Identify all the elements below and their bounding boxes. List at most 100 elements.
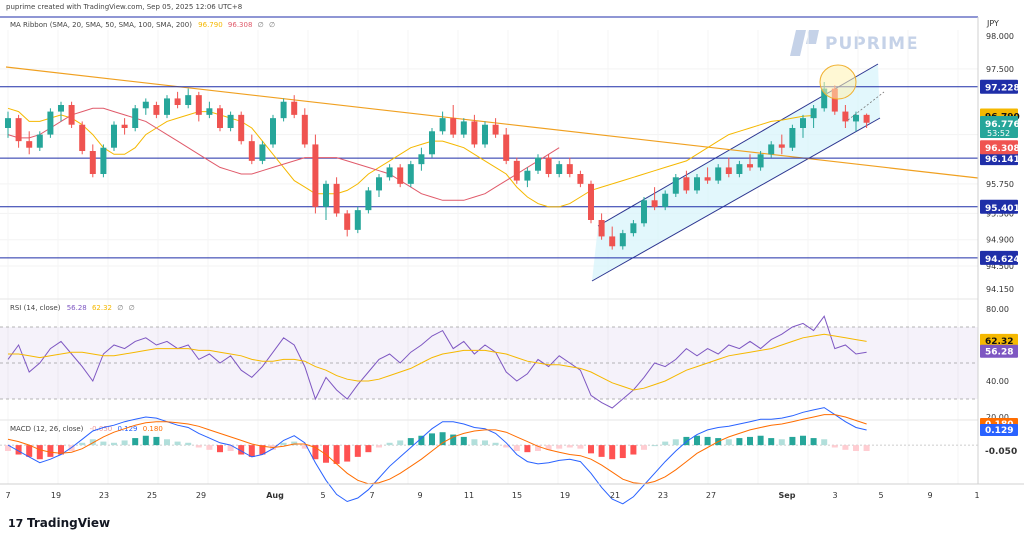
macd-hist-bar (821, 439, 828, 446)
x-tick-2: 23 (99, 491, 109, 500)
candle (853, 111, 859, 132)
macd-hist-bar (301, 445, 308, 449)
candle (619, 229, 626, 250)
x-tick-7: 7 (369, 491, 374, 500)
macd-hist-bar (47, 445, 54, 457)
level-tag-3 (980, 250, 1018, 265)
macd-hist-bar (757, 435, 764, 446)
macd-hist-bar (397, 440, 404, 446)
macd-hist-bar (831, 445, 838, 448)
macd-hist-bar (206, 445, 213, 450)
candle-body (800, 118, 806, 128)
candle (545, 154, 552, 178)
macd-hist-bar (153, 436, 160, 446)
candle-body (768, 144, 775, 155)
macd-hist-bar (36, 445, 43, 460)
candle (747, 154, 753, 171)
ma50-value: 96.308 (228, 21, 253, 29)
macd-hist-bar (79, 442, 86, 446)
macd-pane: 0.180 0.129 -0.050 (0, 407, 1018, 505)
macd-hist-bar (439, 432, 446, 446)
macd-label: MACD (12, 26, close) (10, 425, 84, 433)
macd-hist-bar (58, 445, 64, 455)
candle (651, 187, 658, 211)
candle-body (217, 108, 223, 128)
candle-body (736, 164, 743, 174)
candle (683, 170, 690, 194)
candle (810, 105, 817, 128)
created-by-text: puprime created with TradingView.com, Se… (6, 3, 242, 11)
candle-body (429, 131, 435, 155)
candle-body (535, 157, 541, 171)
level-tag-label-1: 96.141 (985, 155, 1020, 165)
macd-hist-bar (778, 439, 785, 446)
macd-hist-bar (736, 438, 743, 446)
candle (386, 164, 393, 181)
macd-hist-bar (630, 445, 637, 455)
logo-mark-left (790, 30, 806, 56)
macd-hist-bar (672, 439, 679, 446)
rsi-ma-value: 62.32 (92, 304, 112, 312)
macd-hist-bar (312, 445, 319, 460)
candle-body (609, 236, 616, 247)
macd-legend: MACD (12, 26, close) -0.050 0.129 0.180 (10, 425, 163, 433)
macd-hist-bar (89, 439, 96, 446)
candle-body (100, 147, 107, 174)
candle (89, 144, 96, 178)
candle (354, 206, 361, 234)
macd-hist-bar (217, 445, 223, 453)
candle-body (89, 151, 96, 174)
candle-body (227, 114, 234, 128)
macd-hist-bar (174, 441, 181, 446)
ma-ribbon-legend: MA Ribbon (SMA, 20, SMA, 50, SMA, 100, S… (10, 21, 275, 29)
candle (185, 88, 192, 109)
macd-hist-bar (354, 445, 361, 457)
candle (863, 113, 870, 128)
candle (142, 98, 149, 115)
macd-hist-bar (185, 442, 192, 446)
candle (471, 114, 478, 148)
x-tick-13: 23 (658, 491, 668, 500)
candle (312, 134, 319, 214)
candle (429, 128, 435, 158)
candle (58, 101, 64, 122)
macd-hist-bar (863, 445, 870, 451)
candle-body (270, 118, 276, 145)
candle-body (662, 193, 669, 207)
candle-body (47, 111, 54, 135)
candle-body (185, 95, 192, 105)
candle-body (142, 101, 149, 109)
macd-hist-bar (429, 433, 435, 446)
candle-body (407, 164, 414, 184)
macd-hist-bar (800, 435, 806, 446)
channel-fill (592, 64, 880, 281)
right-axis: 98.00097.50096.50095.75095.30094.90094.5… (980, 32, 1020, 294)
candle-body (503, 134, 510, 161)
x-tick-4: 29 (196, 491, 206, 500)
x-tick-6: 5 (320, 491, 325, 500)
candle (503, 128, 510, 165)
puprime-logo: PUPRIME (790, 30, 918, 56)
candle (662, 190, 669, 211)
candle (121, 118, 128, 135)
candle (641, 197, 647, 227)
candle-body (312, 144, 319, 207)
candle (736, 160, 743, 178)
candle-body (397, 167, 404, 184)
candle-body (153, 105, 160, 115)
candle (535, 154, 541, 174)
candle-body (672, 177, 679, 194)
candle (450, 105, 457, 138)
macd-hist-bar (344, 445, 351, 462)
candle (111, 121, 117, 151)
candle-body (323, 183, 329, 207)
candle-body (164, 98, 170, 115)
macd-value: 0.129 (117, 425, 137, 433)
candle-body (492, 124, 499, 135)
candle (365, 187, 372, 214)
rsi-label: RSI (14, close) (10, 304, 61, 312)
candle-body (36, 134, 43, 148)
rsi-tick-0: 80.00 (986, 305, 1009, 314)
